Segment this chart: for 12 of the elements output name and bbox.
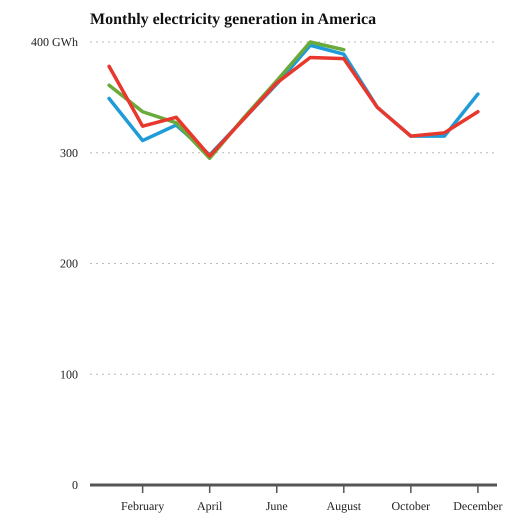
y-tick-label: 300 [60, 146, 78, 160]
x-tick-label: February [120, 499, 164, 513]
y-tick-label: 200 [60, 256, 78, 271]
y-tick-label: 400 GWh [31, 35, 78, 50]
x-tick-label: August [326, 499, 362, 513]
y-tick-label: 0 [72, 478, 78, 492]
chart-title: Monthly electricity generation in America [90, 11, 376, 28]
x-tick-label: June [266, 499, 288, 513]
x-tick-label: April [197, 499, 224, 513]
x-tick-label: October [392, 499, 430, 513]
x-tick-label: December [453, 499, 503, 513]
y-tick-label: 100 [60, 367, 78, 382]
